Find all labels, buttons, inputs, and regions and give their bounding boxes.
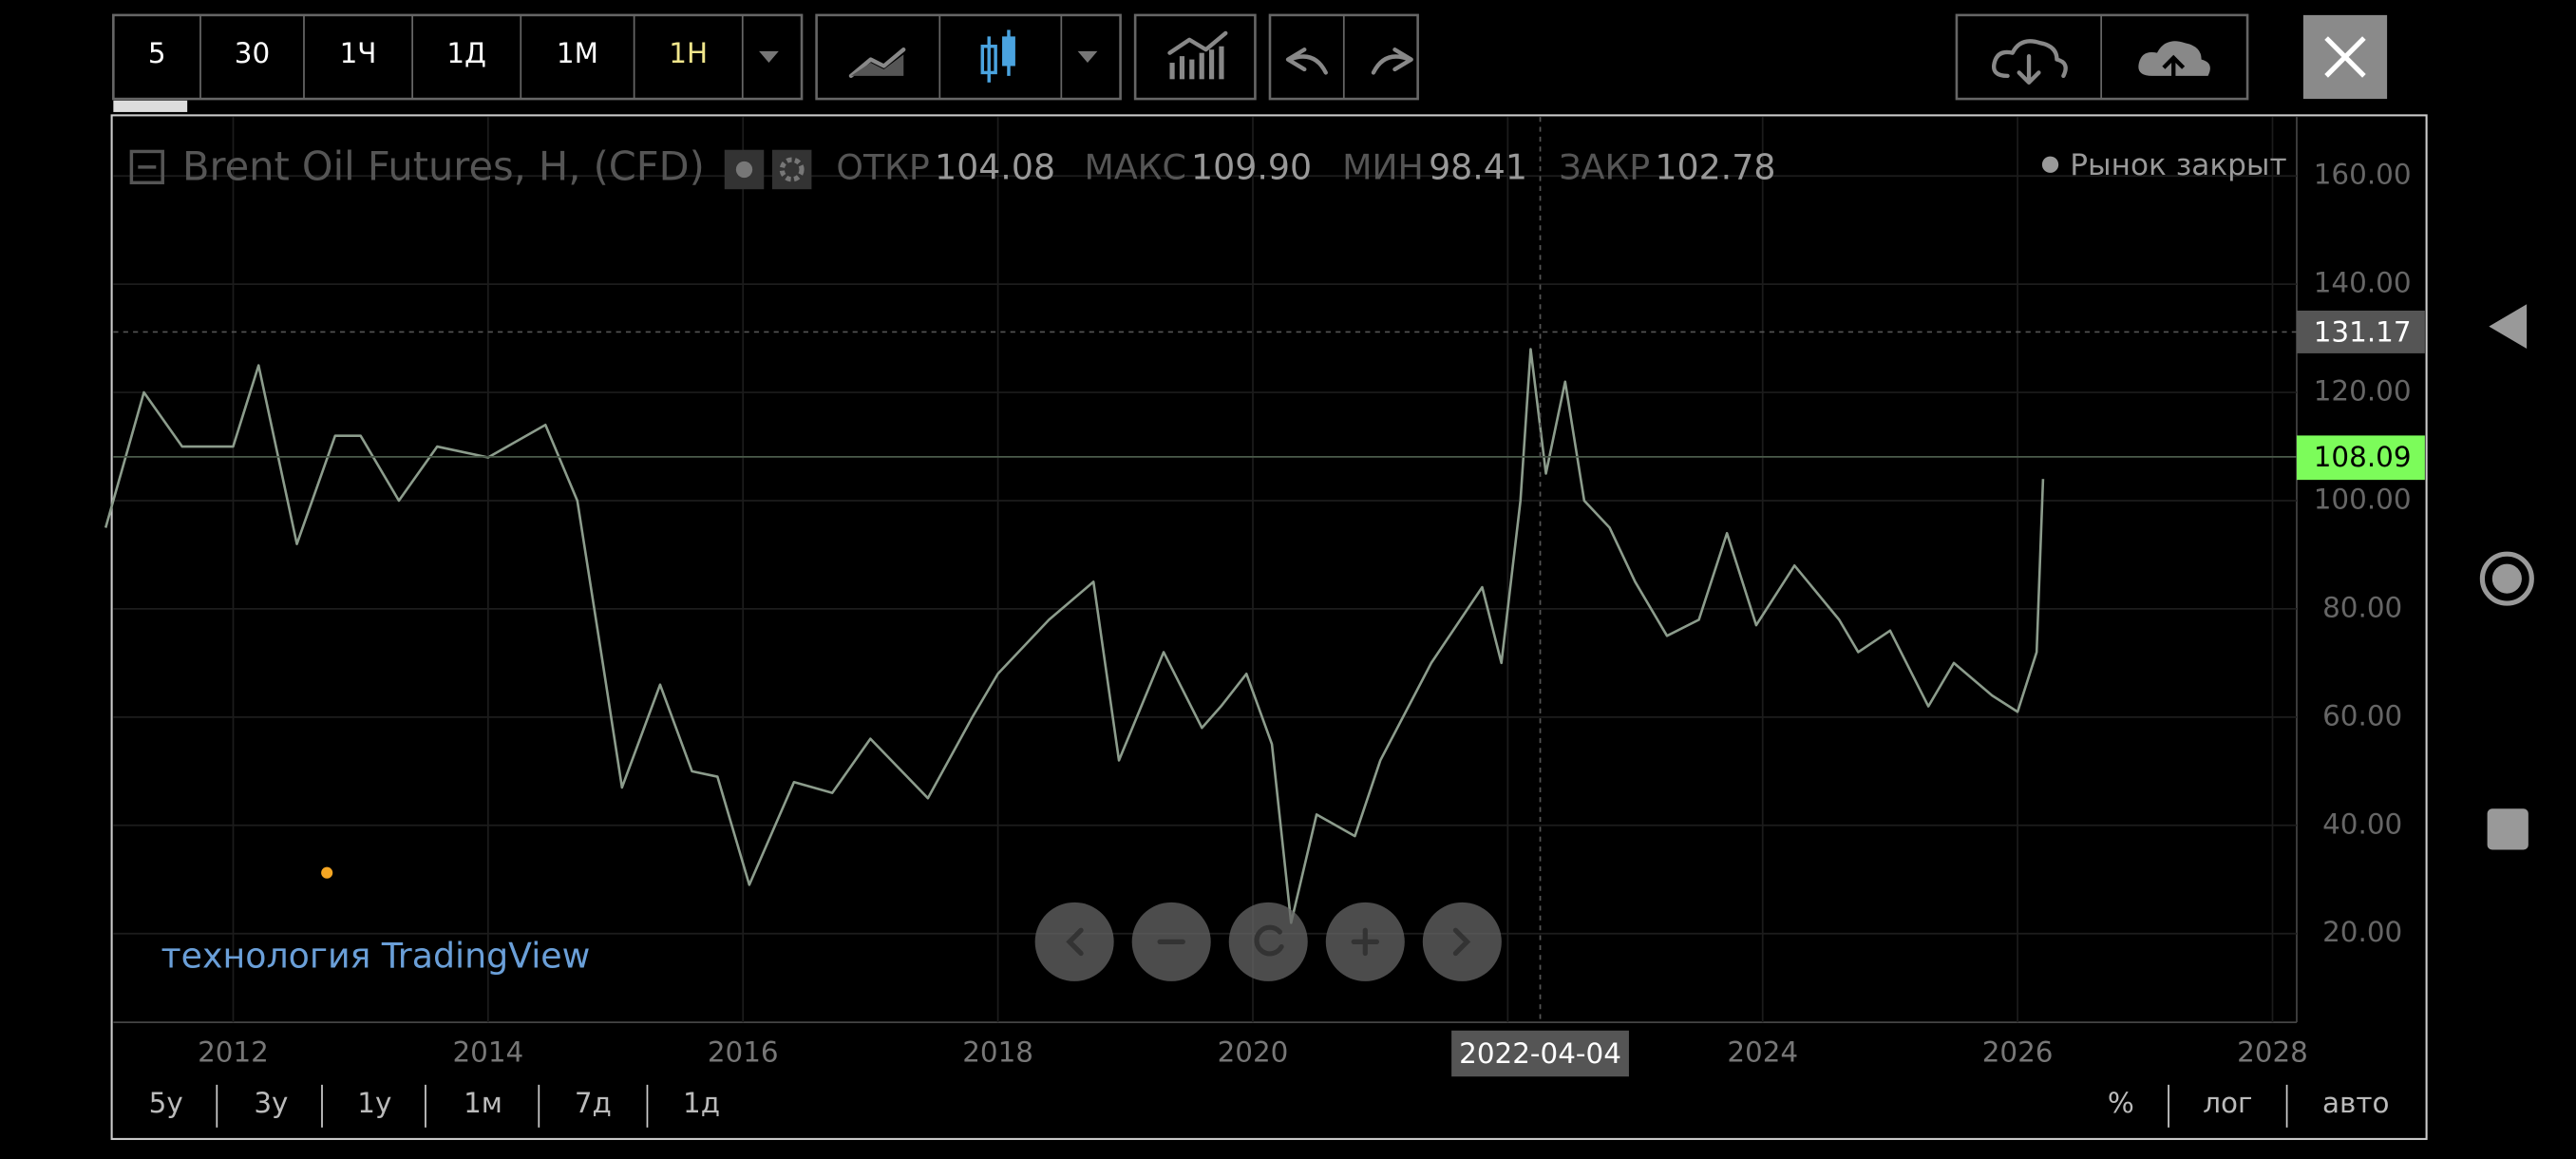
marker-dot <box>321 866 333 879</box>
crosshair-price-label: 131.17 <box>2314 316 2412 349</box>
x-tick-label: 2026 <box>1982 1036 2054 1068</box>
upload-arrow <box>2162 54 2186 80</box>
cloud-download-icon[interactable] <box>1992 39 2068 79</box>
range-button[interactable]: 5у <box>149 1087 183 1119</box>
body <box>980 45 997 75</box>
crosshair-date-box <box>1451 1030 1629 1077</box>
eye-icon <box>735 161 753 179</box>
redo-icon[interactable] <box>1371 48 1413 75</box>
indicators-line <box>1167 30 1228 55</box>
range-button[interactable]: 7д <box>575 1087 612 1119</box>
interval-button[interactable]: 1Н <box>669 37 708 69</box>
indicators-icon <box>1169 46 1224 80</box>
y-tick-label: 120.00 <box>2314 375 2412 408</box>
scale-button[interactable]: авто <box>2322 1087 2389 1119</box>
x-tick-label: 2016 <box>708 1036 779 1068</box>
home-dot <box>2491 563 2522 594</box>
interval-bar <box>112 13 804 101</box>
watermark: технология TradingView <box>161 936 591 977</box>
ohlc-value: 109.90 <box>1191 146 1312 187</box>
x-tick-label: 2014 <box>452 1036 523 1068</box>
download-arrow <box>2017 53 2041 85</box>
range-button[interactable]: 1у <box>357 1087 391 1119</box>
chart-type-bar <box>815 13 1122 101</box>
collapse-legend[interactable] <box>129 149 164 185</box>
y-tick-label: 160.00 <box>2314 159 2412 191</box>
range-button[interactable]: 1д <box>683 1087 720 1119</box>
area-icon <box>850 54 904 76</box>
ohlc-label: ОТКР <box>836 146 929 187</box>
interval-dropdown[interactable] <box>759 50 779 64</box>
x-tick-label: 2020 <box>1218 1036 1289 1068</box>
chart-title: Brent Oil Futures, H, (CFD) <box>182 142 705 189</box>
gear-icon <box>779 157 805 182</box>
y-tick-label: 20.00 <box>2322 916 2402 948</box>
interval-button[interactable]: 1Ч <box>340 37 377 69</box>
chart-frame <box>110 114 2428 1140</box>
candle-icon[interactable] <box>980 29 1015 83</box>
reset-button[interactable] <box>1228 902 1308 981</box>
settings-button[interactable] <box>771 149 812 190</box>
x-tick-label: 2012 <box>198 1036 269 1068</box>
x-tick-label: 2028 <box>2237 1036 2308 1068</box>
last-price-label: 108.09 <box>2314 441 2412 473</box>
ohlc-label: МИН <box>1342 146 1424 187</box>
scroll-indicator <box>113 100 188 112</box>
chart-type-dropdown[interactable] <box>1077 50 1098 64</box>
crosshair-date-label: 2022-04-04 <box>1459 1037 1621 1070</box>
interval-button[interactable]: 1Д <box>446 37 486 69</box>
home-button[interactable] <box>2479 551 2534 606</box>
recents-button[interactable] <box>2487 808 2529 850</box>
last-price-box <box>2296 435 2425 481</box>
crosshair-price-box <box>2296 310 2425 353</box>
plot-area <box>104 117 2297 1023</box>
x-tick-label: 2024 <box>1727 1036 1798 1068</box>
ohlc-value: 102.78 <box>1655 146 1775 187</box>
scroll-right-button[interactable] <box>1422 902 1502 981</box>
undo-icon[interactable] <box>1285 48 1328 75</box>
y-tick-label: 40.00 <box>2322 808 2402 840</box>
scale-button[interactable]: % <box>2108 1087 2134 1119</box>
ohlc-legend: ОТКР 104.08 МАКС 109.90 МИН 98.41 ЗАКР 102.78 <box>836 146 1775 187</box>
status-dot <box>2041 156 2059 173</box>
back-button[interactable] <box>2489 304 2528 349</box>
market-status: Рынок закрыт <box>2070 148 2286 182</box>
y-tick-label: 140.00 <box>2314 267 2412 299</box>
ohlc-label: ЗАКР <box>1559 146 1650 187</box>
range-button[interactable]: 1м <box>464 1087 502 1119</box>
y-tick-label: 60.00 <box>2322 699 2402 732</box>
range-button[interactable]: 3у <box>254 1087 288 1119</box>
y-tick-label: 100.00 <box>2314 483 2412 515</box>
y-tick-label: 80.00 <box>2322 591 2402 623</box>
ohlc-value: 98.41 <box>1429 146 1527 187</box>
indicators-button[interactable] <box>1133 13 1257 101</box>
interval-button[interactable]: 1М <box>557 37 598 69</box>
x-tick-label: 2018 <box>962 1036 1033 1068</box>
nav-buttons <box>1034 902 1502 981</box>
body <box>1002 36 1015 66</box>
line-chart-icon[interactable] <box>848 48 906 79</box>
scale-button[interactable]: лог <box>2203 1087 2252 1119</box>
nav-icons <box>1066 924 1471 957</box>
ohlc-label: МАКС <box>1085 146 1186 187</box>
close-icon <box>2324 36 2366 78</box>
interval-button[interactable]: 30 <box>235 37 270 69</box>
interval-button[interactable]: 5 <box>148 37 166 69</box>
ohlc-value: 104.08 <box>935 146 1055 187</box>
bottom-bar: 5у 3у 1у 1м 7д 1д% лог авто <box>149 1084 2389 1128</box>
scroll-left-button[interactable] <box>1034 902 1114 981</box>
